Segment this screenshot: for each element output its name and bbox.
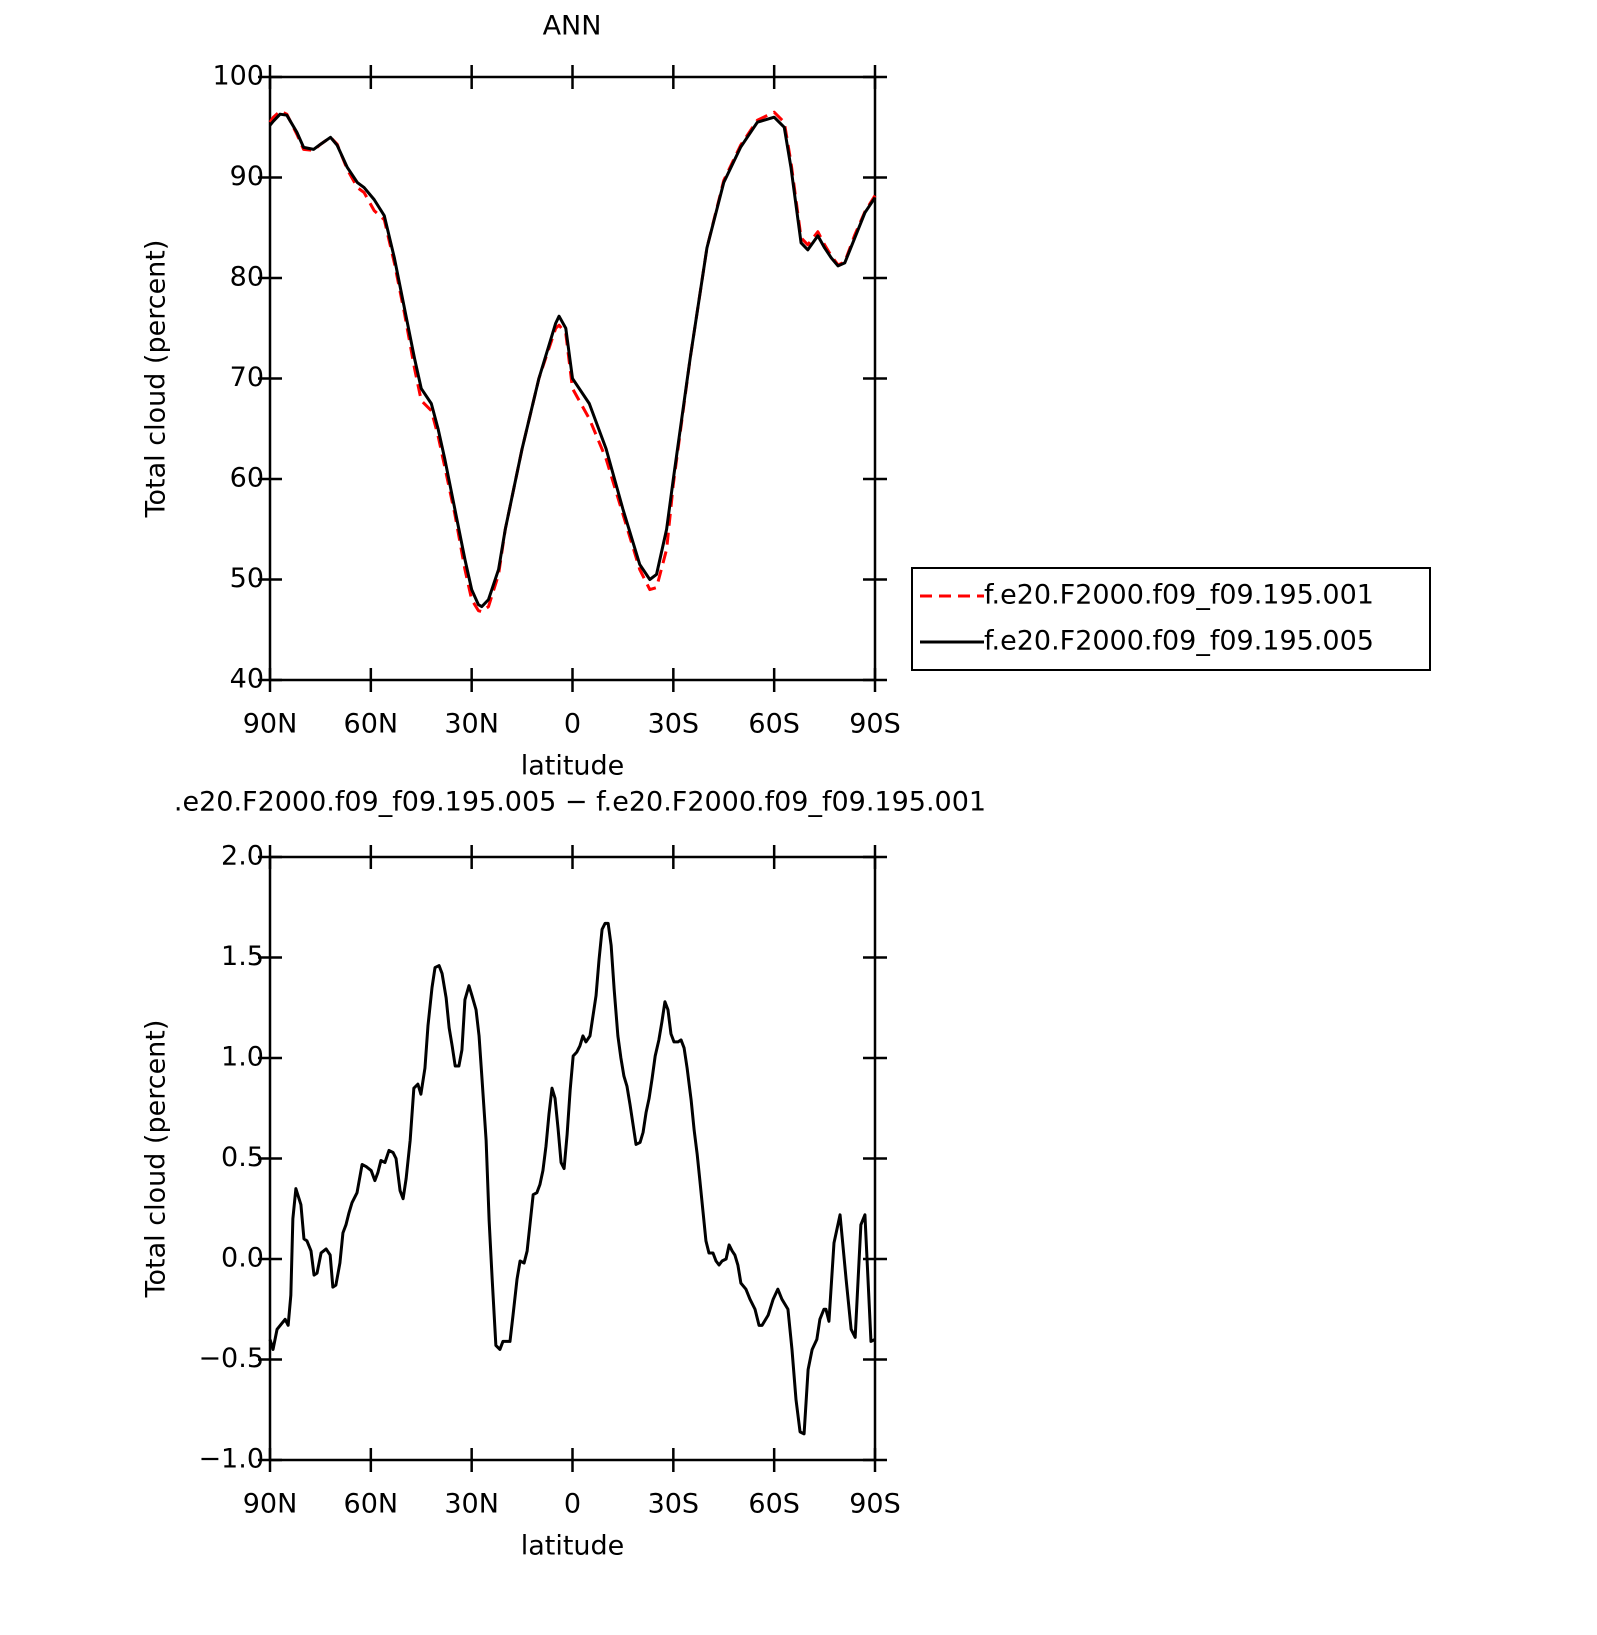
- x-tick-label: 90N: [243, 1489, 298, 1520]
- chart-title: ANN: [543, 11, 602, 42]
- legend-box: [911, 567, 1431, 671]
- x-tick-label: 60S: [748, 709, 800, 740]
- legend-label: f.e20.F2000.f09_f09.195.001: [984, 580, 1374, 611]
- data-line: [268, 112, 877, 609]
- y-tick-label: −1.0: [198, 1444, 264, 1475]
- x-axis-label: latitude: [521, 1531, 625, 1562]
- chart-title: .e20.F2000.f09_f09.195.005 − f.e20.F2000…: [174, 787, 986, 818]
- y-tick-label: 100: [212, 61, 264, 92]
- x-axis-label: latitude: [521, 751, 625, 782]
- y-tick-label: 0.0: [221, 1243, 264, 1274]
- x-tick-label: 0: [564, 709, 581, 740]
- x-tick-label: 90S: [849, 1489, 901, 1520]
- plot-frame: [268, 75, 877, 682]
- x-tick-label: 0: [564, 1489, 581, 1520]
- x-tick-label: 30S: [648, 1489, 700, 1520]
- y-tick-label: 2.0: [221, 841, 264, 872]
- x-tick-label: 30S: [648, 709, 700, 740]
- x-tick-label: 30N: [444, 1489, 499, 1520]
- y-tick-label: −0.5: [198, 1343, 264, 1374]
- x-tick-label: 30N: [444, 709, 499, 740]
- x-tick-label: 60N: [344, 709, 399, 740]
- y-axis-label: Total cloud (percent): [141, 1020, 172, 1299]
- legend-label: f.e20.F2000.f09_f09.195.005: [984, 626, 1374, 657]
- plot-frame: [268, 855, 877, 1462]
- x-tick-label: 60N: [344, 1489, 399, 1520]
- y-tick-label: 0.5: [221, 1142, 264, 1173]
- y-tick-label: 1.5: [221, 941, 264, 972]
- y-tick-label: 1.0: [221, 1042, 264, 1073]
- data-line: [268, 921, 876, 1436]
- x-tick-label: 90N: [243, 709, 298, 740]
- x-tick-label: 60S: [748, 1489, 800, 1520]
- x-tick-label: 90S: [849, 709, 901, 740]
- y-axis-label: Total cloud (percent): [141, 240, 172, 519]
